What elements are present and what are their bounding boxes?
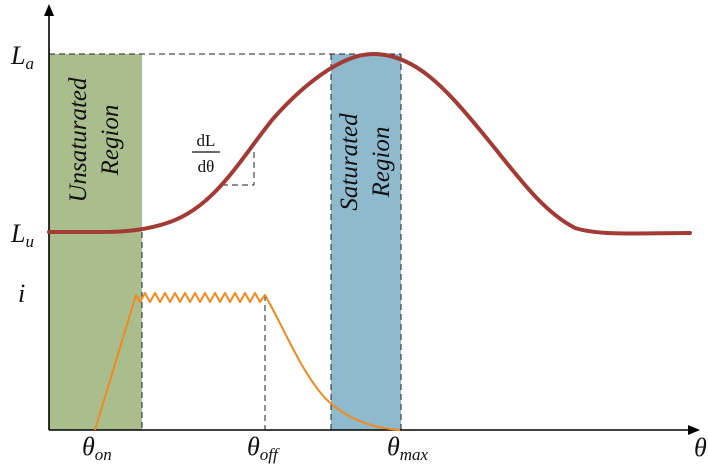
theta-max-label: θmax <box>387 432 429 464</box>
y-axis-arrow-icon <box>44 4 54 16</box>
saturated-region-label-line2: Region <box>368 127 395 199</box>
theta-off-label: θoff <box>247 432 280 464</box>
guide-lines <box>49 53 402 430</box>
unsaturated-region-shade <box>49 54 142 430</box>
saturated-region-label: Saturated <box>336 113 363 211</box>
derivative-numerator: dL <box>197 131 216 150</box>
la-label: La <box>10 41 34 73</box>
current-curve <box>94 292 401 431</box>
unsaturated-region-label-line2: Region <box>97 105 124 177</box>
derivative-denominator: dθ <box>198 157 215 176</box>
unsaturated-region-label: Unsaturated <box>65 77 92 203</box>
inductance-curve <box>47 51 692 236</box>
theta-on-label: θon <box>82 432 112 464</box>
theta-axis-label: θ <box>694 433 707 462</box>
x-axis-arrow-icon <box>688 425 700 435</box>
current-label: i <box>18 279 25 308</box>
saturated-region-shade <box>331 54 401 430</box>
lu-label: Lu <box>10 219 34 251</box>
axes <box>48 12 690 431</box>
